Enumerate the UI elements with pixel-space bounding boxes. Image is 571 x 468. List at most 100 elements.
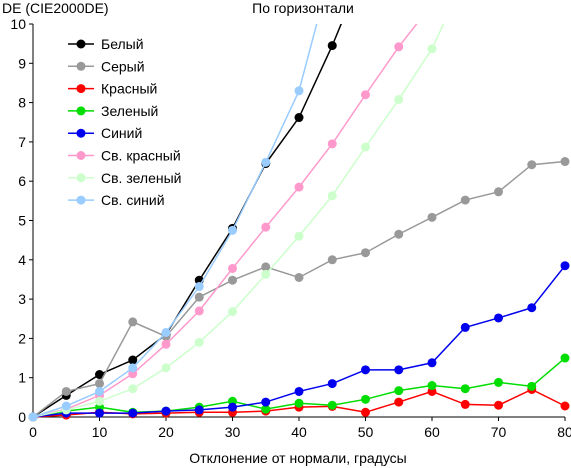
data-point: [128, 384, 138, 394]
series-5: [28, 261, 570, 422]
data-point: [494, 313, 503, 323]
data-point: [228, 307, 237, 317]
data-point: [394, 94, 404, 104]
data-point: [161, 363, 171, 373]
data-point: [161, 406, 171, 416]
x-tick-label: 40: [291, 424, 307, 440]
legend-label: Серый: [101, 58, 145, 74]
data-point: [327, 41, 337, 51]
data-point: [95, 379, 104, 389]
data-point: [294, 386, 304, 396]
y-tick-label: 2: [18, 330, 26, 346]
x-tick-label: 20: [158, 424, 174, 440]
y-axis-label: DE (CIE2000DE): [2, 0, 109, 16]
legend-swatch-marker: [76, 195, 86, 205]
data-point: [28, 412, 38, 422]
data-point: [128, 317, 138, 327]
legend-label: Синий: [101, 125, 142, 141]
data-point: [261, 262, 271, 272]
data-point: [394, 229, 404, 239]
data-point: [361, 248, 370, 258]
data-point: [527, 303, 537, 313]
y-tick-label: 6: [18, 173, 26, 189]
legend-swatch-marker: [76, 84, 86, 94]
legend-item: Зеленый: [68, 103, 158, 119]
data-point: [128, 363, 138, 373]
axes: 0 1 2 3 4 5 6 7 8 9 10 0 10 20 30 40 50 60 70 80: [10, 16, 571, 440]
data-point: [294, 272, 304, 282]
data-point: [95, 408, 104, 418]
legend-item: Св. зеленый: [68, 170, 181, 186]
y-tick-label: 7: [18, 134, 26, 150]
x-tick-label: 0: [29, 424, 37, 440]
data-point: [294, 113, 304, 123]
y-tick-label: 4: [18, 252, 26, 268]
data-point: [361, 407, 370, 417]
legend-item: Красный: [68, 81, 157, 97]
legend-item: Св. синий: [68, 192, 165, 208]
legend-swatch-marker: [76, 128, 86, 138]
legend-label: Красный: [101, 81, 157, 97]
y-tick-label: 0: [18, 409, 26, 425]
legend-item: Синий: [68, 125, 142, 141]
y-tick-label: 8: [18, 95, 26, 111]
legend-swatch-marker: [76, 106, 86, 116]
y-tick-label: 10: [10, 16, 26, 32]
legend-item: Белый: [68, 36, 144, 52]
data-point: [161, 328, 171, 338]
x-tick-label: 50: [358, 424, 374, 440]
data-point: [394, 42, 404, 52]
data-point: [494, 400, 503, 410]
data-point: [61, 386, 71, 396]
data-point: [95, 396, 104, 406]
data-point: [294, 182, 304, 192]
data-point: [228, 275, 237, 285]
data-point: [95, 370, 104, 380]
data-point: [494, 187, 503, 197]
data-point: [560, 401, 570, 411]
x-tick-label: 70: [491, 424, 507, 440]
legend-label: Зеленый: [101, 103, 158, 119]
legend-label: Белый: [101, 36, 144, 52]
data-point: [194, 306, 204, 316]
data-point: [194, 292, 204, 302]
data-point: [261, 397, 271, 407]
data-point: [194, 282, 204, 292]
data-point: [261, 157, 271, 167]
data-point: [228, 225, 237, 235]
x-tick-label: 80: [557, 424, 571, 440]
y-tick-label: 1: [18, 370, 26, 386]
data-point: [527, 381, 537, 391]
data-point: [228, 402, 237, 412]
data-point: [460, 195, 470, 205]
data-point: [427, 358, 437, 368]
data-point: [327, 255, 337, 265]
data-point: [560, 157, 570, 167]
data-point: [460, 384, 470, 394]
series-7: [28, 24, 445, 422]
data-point: [128, 355, 138, 365]
data-point: [261, 269, 271, 279]
data-point: [460, 322, 470, 332]
data-point: [327, 191, 337, 201]
data-point: [228, 263, 237, 273]
data-point: [494, 377, 503, 387]
data-point: [294, 231, 304, 241]
chart-title: По горизонтали: [252, 0, 354, 16]
data-point: [527, 160, 537, 170]
data-point: [560, 353, 570, 363]
series-layer: [28, 24, 570, 422]
y-tick-label: 5: [18, 213, 26, 229]
legend-swatch-marker: [76, 151, 86, 160]
data-point: [194, 405, 204, 415]
x-tick-label: 10: [92, 424, 108, 440]
data-point: [427, 212, 437, 222]
data-point: [294, 86, 304, 96]
data-point: [394, 365, 404, 375]
data-point: [394, 386, 404, 396]
data-point: [194, 337, 204, 347]
data-point: [327, 379, 337, 389]
legend-label: Св. красный: [101, 148, 181, 164]
data-point: [361, 142, 370, 152]
